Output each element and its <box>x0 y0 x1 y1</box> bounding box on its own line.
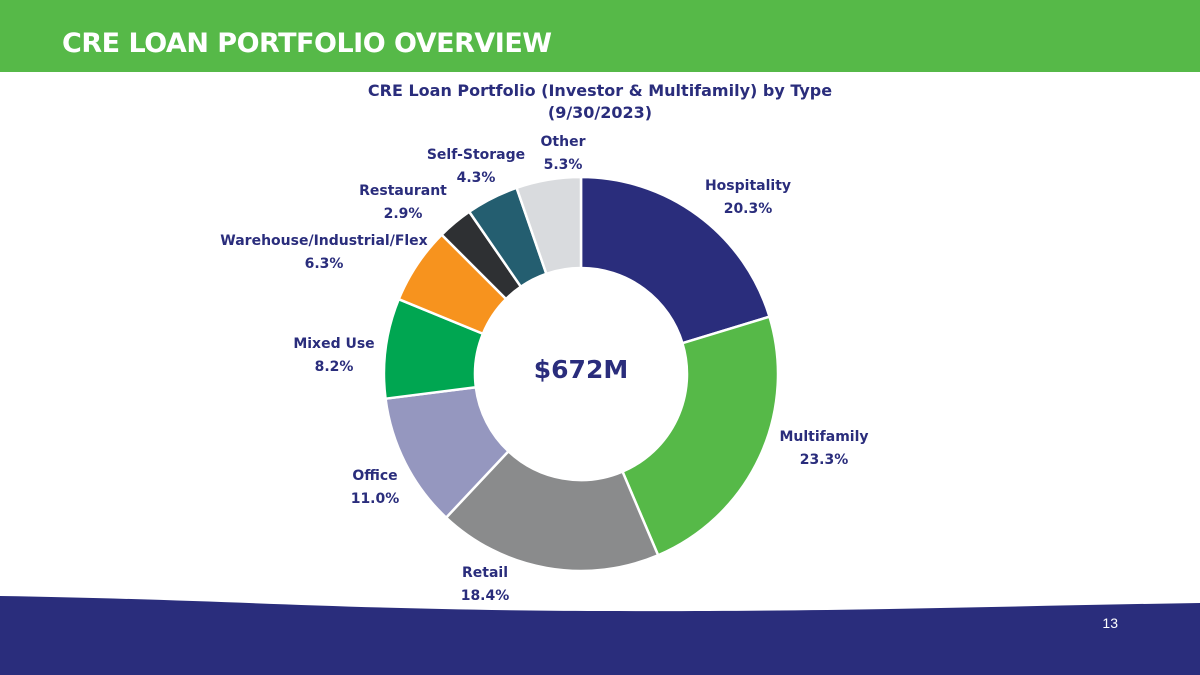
label-restaurant-name: Restaurant <box>359 183 447 199</box>
chart-subtitle: (9/30/2023) <box>547 103 653 122</box>
label-other-name: Other <box>540 134 586 150</box>
label-hospitality-name: Hospitality <box>704 178 792 194</box>
label-self-storage: Self-Storage 4.3% <box>418 144 534 190</box>
label-mixed-use-value: 8.2% <box>314 359 354 375</box>
header-bar <box>0 0 1200 72</box>
label-self-storage-value: 4.3% <box>456 170 496 186</box>
label-multifamily-value: 23.3% <box>799 452 849 468</box>
label-hospitality: Hospitality 20.3% <box>690 175 806 221</box>
slice-retail <box>444 450 660 573</box>
label-multifamily-name: Multifamily <box>779 429 869 445</box>
slice-multifamily <box>621 315 780 557</box>
label-retail: Retail 18.4% <box>440 562 530 608</box>
chart-title: CRE Loan Portfolio (Investor & Multifami… <box>367 81 833 100</box>
footer-band-shape <box>0 596 1200 675</box>
label-hospitality-value: 20.3% <box>723 201 773 217</box>
center-total-label: $672M <box>534 355 628 384</box>
chart-title-block: CRE Loan Portfolio (Investor & Multifami… <box>300 80 900 124</box>
donut-slices <box>382 175 780 573</box>
label-restaurant: Restaurant 2.9% <box>348 180 458 226</box>
label-office-name: Office <box>352 468 398 484</box>
label-retail-name: Retail <box>461 565 508 581</box>
slice-other <box>515 175 583 276</box>
label-mixed-use-name: Mixed Use <box>293 336 375 352</box>
label-warehouse-value: 6.3% <box>304 256 344 272</box>
label-office-value: 11.0% <box>350 491 400 507</box>
label-mixed-use: Mixed Use 8.2% <box>280 333 388 379</box>
label-restaurant-value: 2.9% <box>383 206 423 222</box>
page-title: CRE LOAN PORTFOLIO OVERVIEW <box>62 28 552 59</box>
label-warehouse: Warehouse/Industrial/Flex 6.3% <box>218 230 430 276</box>
slice-hospitality <box>579 175 771 345</box>
page-number: 13 <box>1102 615 1118 631</box>
label-other-value: 5.3% <box>543 157 583 173</box>
label-office: Office 11.0% <box>330 465 420 511</box>
label-retail-value: 18.4% <box>460 588 510 604</box>
label-multifamily: Multifamily 23.3% <box>770 426 878 472</box>
label-warehouse-name: Warehouse/Industrial/Flex <box>220 233 428 249</box>
label-self-storage-name: Self-Storage <box>426 147 526 163</box>
label-other: Other 5.3% <box>525 131 601 177</box>
